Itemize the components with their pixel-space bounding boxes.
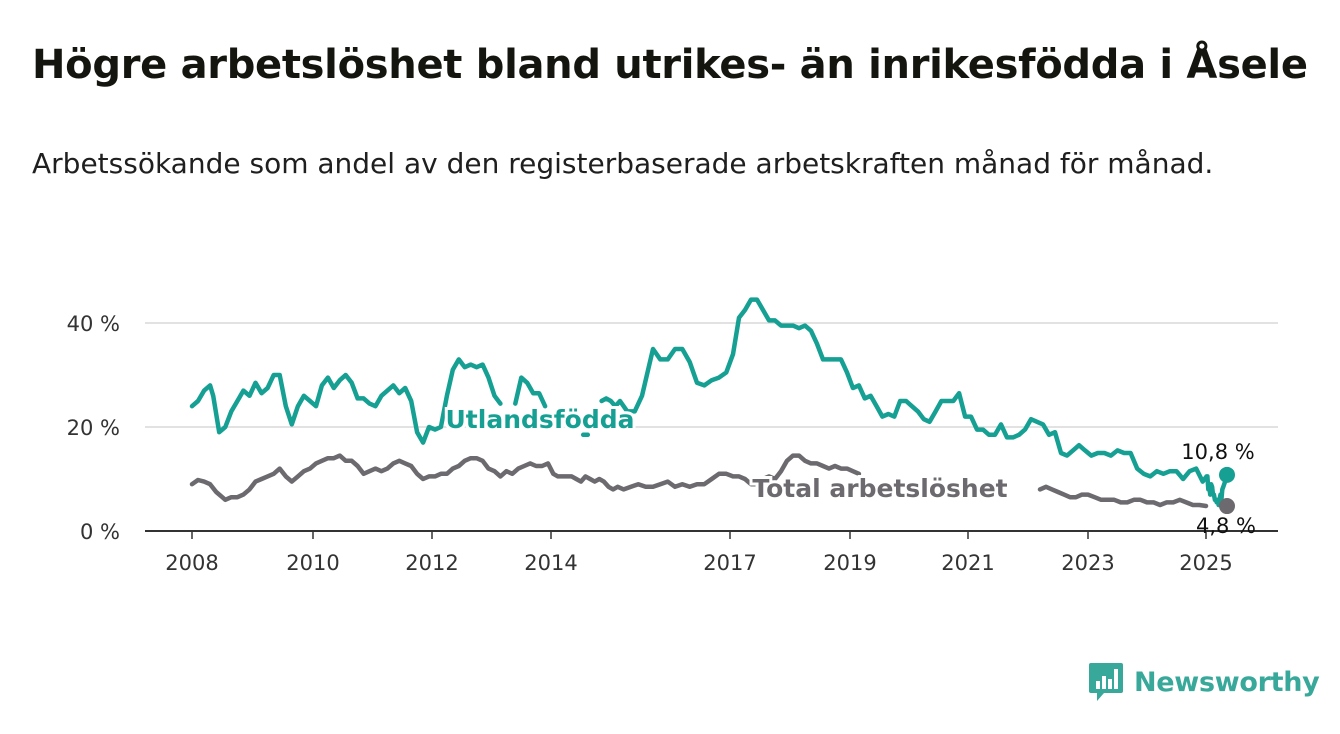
- series-name-label-foreign: Utlandsfödda: [446, 405, 635, 434]
- series-line-foreign: [513, 375, 548, 409]
- x-tick-label: 2012: [405, 551, 458, 575]
- series-line-foreign: [599, 297, 1230, 508]
- y-tick-label: 0 %: [80, 520, 120, 544]
- series-labels: 10,8 % Utlandsfödda 4,8 % Total arbetslöshe…: [443, 402, 1278, 538]
- series-line-total: [189, 453, 862, 503]
- x-tick-label: 2025: [1179, 551, 1232, 575]
- x-tick-label: 2008: [165, 551, 218, 575]
- series-name-label-total: Total arbetslöshet: [752, 474, 1007, 503]
- brand-name: Newsworthy: [1134, 666, 1320, 698]
- series-foreign: [189, 297, 1235, 508]
- x-tick-label: 2010: [286, 551, 339, 575]
- x-tick-label: 2017: [703, 551, 756, 575]
- end-value-label-total: 4,8 %: [1196, 514, 1256, 538]
- brand: Newsworthy: [1088, 660, 1320, 704]
- x-tick-label: 2021: [941, 551, 994, 575]
- chart-title: Högre arbetslöshet bland utrikes- än inr…: [32, 42, 1308, 88]
- y-tick-label: 20 %: [67, 416, 120, 440]
- x-tick-label: 2023: [1061, 551, 1114, 575]
- series-line-foreign: [189, 357, 503, 445]
- series-lines: [189, 297, 1235, 515]
- y-axis-labels: 0 % 20 % 40 %: [67, 312, 120, 544]
- x-tick-label: 2014: [524, 551, 577, 575]
- newsworthy-logo-icon: [1089, 663, 1123, 701]
- chart-subtitle: Arbetssökande som andel av den registerb…: [32, 147, 1214, 180]
- series-total: [189, 453, 1235, 515]
- series-line-total: [1037, 484, 1209, 509]
- end-point-foreign: [1219, 466, 1235, 483]
- x-tick-label: 2019: [823, 551, 876, 575]
- end-point-total: [1219, 498, 1235, 515]
- x-axis-labels: 2008 2010 2012 2014 2017 2019 2021 2023 2025: [165, 531, 1233, 575]
- y-tick-label: 40 %: [67, 312, 120, 336]
- grid: [145, 322, 1278, 532]
- end-value-label-foreign: 10,8 %: [1181, 440, 1254, 464]
